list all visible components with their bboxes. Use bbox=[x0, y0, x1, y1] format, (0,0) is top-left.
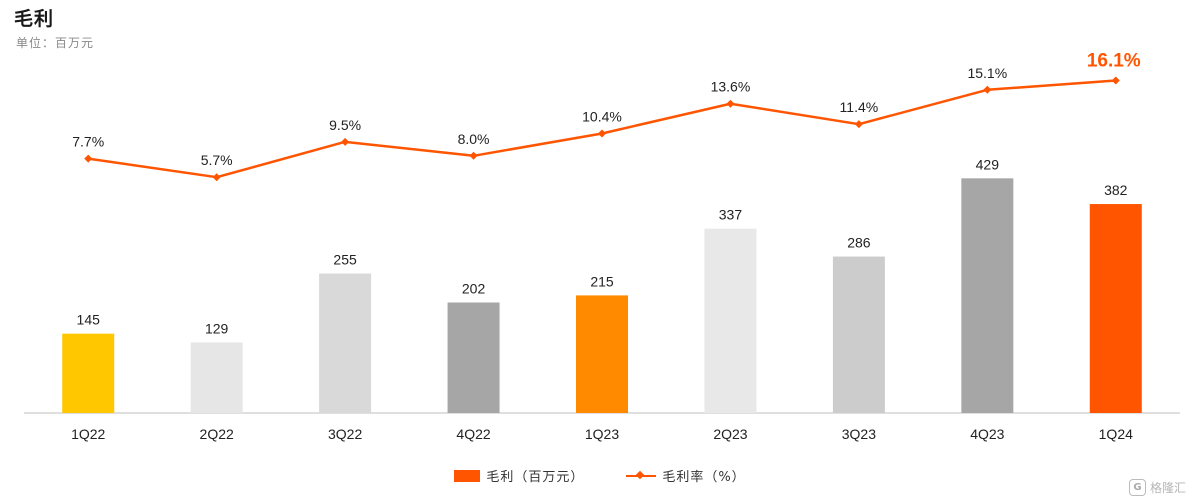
x-tick-label-4Q23: 4Q23 bbox=[970, 426, 1004, 442]
margin-label-2Q23: 13.6% bbox=[711, 79, 751, 95]
margin-label-4Q22: 8.0% bbox=[458, 131, 490, 147]
bar-label-1Q23: 215 bbox=[590, 273, 614, 289]
watermark-logo-icon: G bbox=[1128, 479, 1146, 496]
bar-3Q23 bbox=[832, 256, 885, 413]
margin-point-2Q23 bbox=[726, 99, 735, 108]
bar-1Q23 bbox=[576, 295, 628, 413]
legend-item-gross-profit: 毛利（百万元） bbox=[454, 466, 584, 485]
bar-label-4Q23: 429 bbox=[976, 156, 1000, 172]
chart-title: 毛利 bbox=[14, 8, 55, 30]
watermark: G 格隆汇 bbox=[1128, 479, 1186, 496]
margin-label-1Q24: 16.1% bbox=[1087, 50, 1141, 71]
margin-line bbox=[88, 79, 1116, 179]
x-tick-label-1Q23: 1Q23 bbox=[585, 426, 619, 442]
bar-label-3Q22: 255 bbox=[333, 252, 357, 268]
x-tick-label-1Q22: 1Q22 bbox=[71, 426, 105, 442]
bar-4Q23 bbox=[961, 178, 1014, 413]
bar-label-1Q22: 145 bbox=[77, 312, 101, 328]
margin-point-2Q22 bbox=[212, 173, 221, 182]
margin-point-3Q22 bbox=[341, 137, 350, 146]
bar-1Q24 bbox=[1089, 204, 1142, 413]
margin-point-4Q22 bbox=[469, 151, 478, 160]
margin-point-1Q22 bbox=[84, 154, 93, 163]
bar-3Q22 bbox=[319, 273, 372, 413]
margin-point-4Q23 bbox=[983, 85, 992, 94]
legend-item-gross-margin: 毛利率（%） bbox=[626, 466, 745, 485]
bar-label-1Q24: 382 bbox=[1104, 182, 1128, 198]
chart-subtitle: 单位：百万元 bbox=[16, 36, 95, 50]
x-tick-label-3Q23: 3Q23 bbox=[842, 426, 876, 442]
margin-label-3Q22: 9.5% bbox=[329, 117, 361, 133]
combo-chart: 145 1Q22 129 2Q22 255 3Q22 202 4Q22 215 1Q23 337 2Q… bbox=[24, 50, 1180, 442]
bar-2Q23 bbox=[704, 228, 757, 413]
bar-4Q22 bbox=[447, 302, 500, 413]
legend-swatch-line bbox=[626, 470, 657, 482]
bar-label-4Q22: 202 bbox=[462, 281, 486, 297]
legend-swatch-bar bbox=[454, 469, 481, 482]
watermark-text: 格隆汇 bbox=[1149, 481, 1186, 495]
bar-label-2Q22: 129 bbox=[205, 320, 229, 336]
margin-point-1Q24 bbox=[1111, 76, 1120, 85]
legend-label-gross-margin: 毛利率（%） bbox=[662, 470, 746, 485]
margin-label-2Q22: 5.7% bbox=[201, 152, 233, 168]
margin-label-4Q23: 15.1% bbox=[967, 65, 1007, 81]
legend: 毛利（百万元） 毛利率（%） bbox=[0, 466, 1200, 485]
x-tick-label-2Q22: 2Q22 bbox=[200, 426, 234, 442]
x-tick-label-4Q22: 4Q22 bbox=[456, 426, 490, 442]
margin-point-3Q23 bbox=[854, 120, 863, 129]
legend-label-gross-profit: 毛利（百万元） bbox=[486, 470, 585, 485]
margin-label-3Q23: 11.4% bbox=[840, 99, 879, 115]
bar-1Q22 bbox=[62, 333, 115, 413]
x-tick-label-1Q24: 1Q24 bbox=[1099, 426, 1133, 442]
margin-label-1Q23: 10.4% bbox=[582, 108, 622, 124]
bar-label-2Q23: 337 bbox=[719, 207, 743, 223]
x-tick-label-3Q22: 3Q22 bbox=[328, 426, 362, 442]
bar-2Q22 bbox=[190, 342, 243, 413]
margin-point-1Q23 bbox=[598, 129, 606, 138]
x-tick-label-2Q23: 2Q23 bbox=[713, 426, 747, 442]
margin-label-1Q22: 7.7% bbox=[72, 134, 104, 150]
bar-label-3Q23: 286 bbox=[847, 235, 871, 251]
